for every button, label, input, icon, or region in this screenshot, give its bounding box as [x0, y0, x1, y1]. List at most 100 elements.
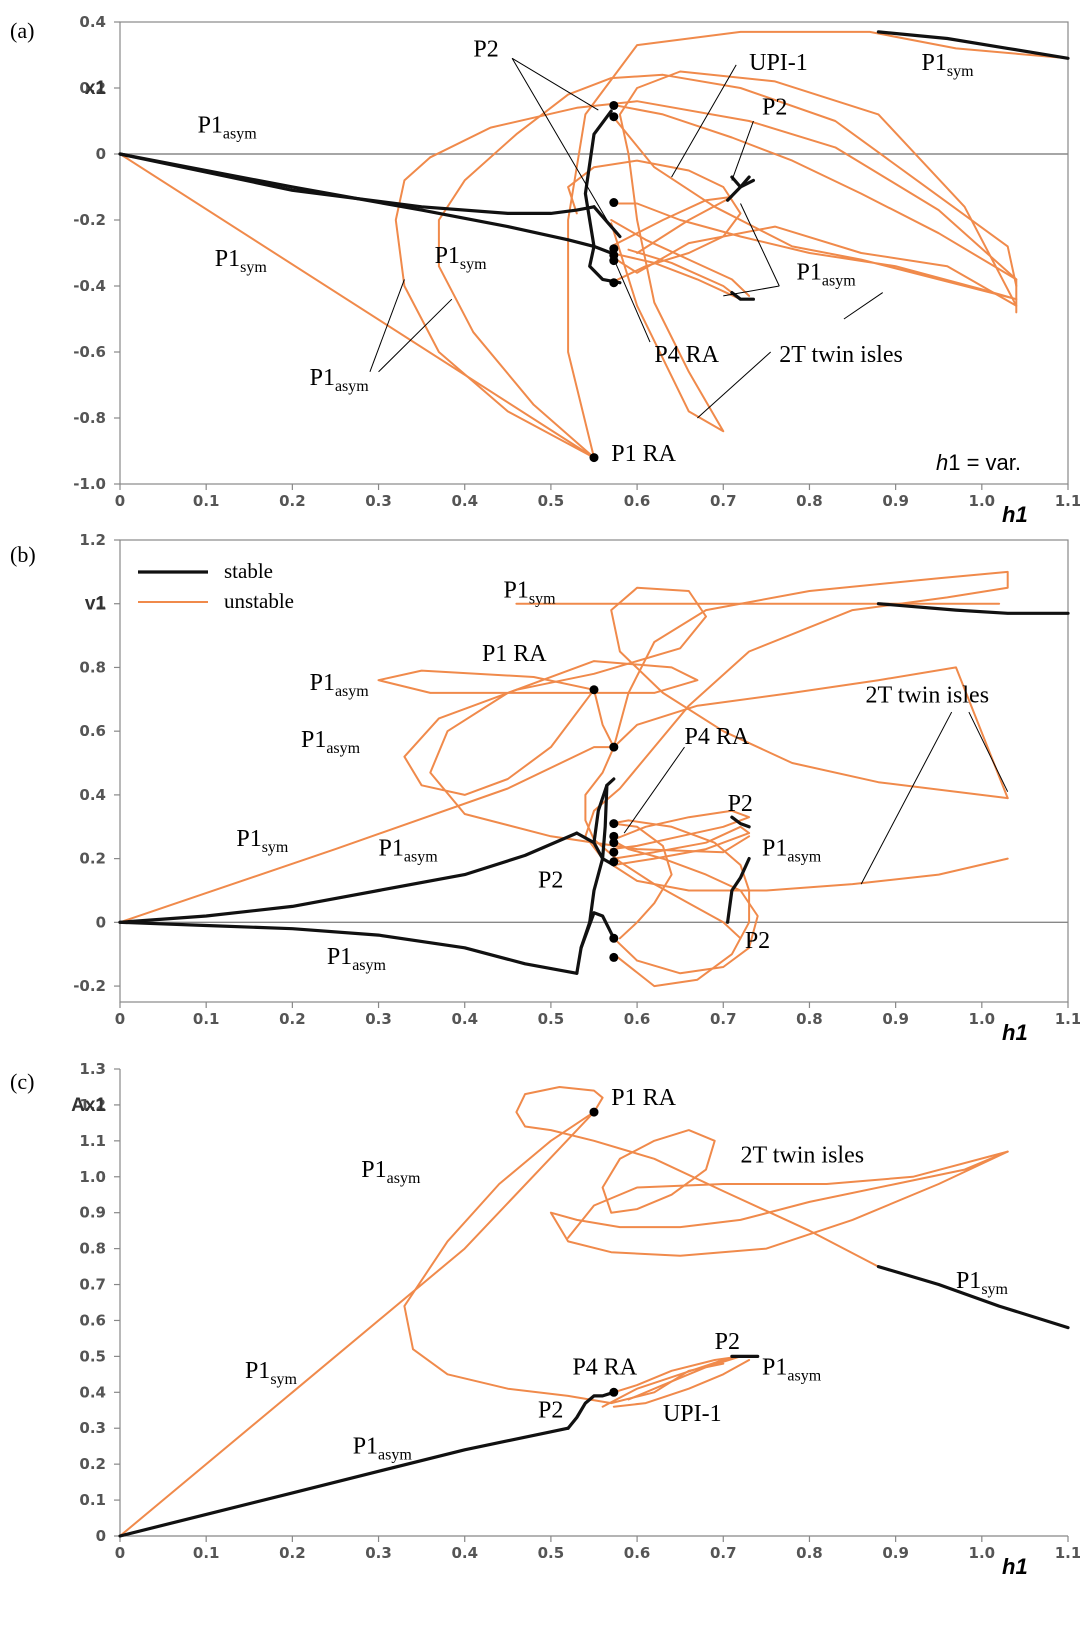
unstable-branch-line: [610, 819, 751, 988]
unstable-branch-line: [403, 1111, 725, 1405]
x-tick-label: 0.6: [624, 1544, 651, 1562]
chart-panel-1: (a) 0 0.1 0.2 0.3 0.4 0.5 0.6 0.7 0.8 0.9 1.0 1.1 0.4…: [10, 13, 1080, 527]
unstable-branch-line: [584, 570, 1009, 892]
bifurcation-point: [609, 933, 619, 943]
unstable-branch-line: [394, 156, 595, 459]
unstable-branch-line: [612, 1355, 742, 1394]
unstable-branch-line: [610, 838, 759, 975]
unstable-branch-line: [567, 159, 742, 284]
branch-label: P4 RA: [572, 1354, 637, 1380]
bifurcation-point: [609, 198, 619, 208]
bifurcation-point: [609, 831, 619, 841]
x-tick-label: 1.1: [1055, 1544, 1080, 1562]
x-tick-label: 0.4: [451, 1010, 478, 1028]
stable-branch-line: [730, 815, 751, 829]
bifurcation-point: [609, 244, 619, 254]
annotation-leader: [511, 58, 608, 221]
bifurcation-point: [609, 1387, 619, 1397]
unstable-branch-line: [119, 746, 615, 924]
branch-label: P1asym: [327, 944, 387, 974]
x-tick-label: 0.9: [882, 1010, 909, 1028]
bifurcation-point: [589, 453, 599, 463]
stable-branch-line: [876, 1264, 1070, 1330]
panel-tag: (b): [10, 542, 36, 567]
branch-label: P2: [538, 867, 563, 893]
unstable-branch-line: [612, 1359, 751, 1408]
y-tick-label: 0.4: [79, 13, 106, 31]
y-tick-label: 1.0: [79, 1168, 106, 1186]
y-tick-label: 0.6: [79, 722, 106, 740]
x-tick-label: 0.2: [279, 1544, 306, 1562]
y-tick-label: 0.1: [79, 1491, 106, 1509]
branch-label: P1sym: [215, 246, 268, 276]
stable-branch-line: [876, 30, 1070, 60]
branch-label: P1 RA: [482, 641, 547, 667]
branch-label: P4 RA: [684, 724, 749, 750]
stable-branch-line: [592, 777, 616, 845]
y-tick-label: 0.2: [79, 79, 106, 97]
y-tick-label: 1.3: [79, 1060, 106, 1078]
annotation-leader: [369, 279, 405, 372]
y-tick-label: 0.2: [79, 1455, 106, 1473]
x-tick-label: 0.1: [193, 1010, 220, 1028]
x-tick-label: 0.9: [882, 1544, 909, 1562]
stable-branch-line: [725, 856, 751, 924]
branch-label: P1 RA: [611, 1085, 676, 1111]
unstable-branch-line: [601, 1129, 716, 1214]
branch-label: P1asym: [198, 113, 258, 143]
unstable-branch-line: [610, 113, 1018, 301]
annotation-leader: [843, 292, 883, 320]
branch-label: P2: [473, 37, 498, 63]
branch-label: P1sym: [236, 826, 289, 856]
bifurcation-point: [609, 952, 619, 962]
unstable-branch-line: [610, 809, 751, 851]
unstable-branch-line: [567, 30, 1069, 459]
x-tick-label: 0.6: [624, 492, 651, 510]
y-tick-label: 1.2: [79, 531, 106, 549]
annotation-leader: [968, 711, 1009, 792]
branch-label: P1 RA: [611, 441, 676, 467]
branch-label: P1asym: [361, 1157, 421, 1187]
x-axis-label: h1: [1002, 502, 1028, 527]
stable-branch-line: [575, 831, 616, 867]
annotation-leader: [623, 746, 685, 834]
y-tick-label: 0.7: [79, 1276, 106, 1294]
bifurcation-point: [609, 819, 619, 829]
y-tick-label: -0.6: [73, 343, 106, 361]
stable-branch-line: [118, 920, 579, 975]
branch-label: P2: [762, 94, 787, 120]
unstable-branch-line: [612, 822, 673, 940]
unstable-branch-line: [610, 219, 751, 297]
bifurcation-point: [609, 100, 619, 110]
branch-label: P1sym: [956, 1268, 1009, 1298]
bifurcation-point: [609, 112, 619, 122]
branch-label: UPI-1: [663, 1401, 722, 1427]
x-axis-label: h1: [1002, 1020, 1028, 1045]
x-tick-label: 0.8: [796, 1010, 823, 1028]
y-tick-label: 0.9: [79, 1204, 106, 1222]
y-tick-label: -0.4: [73, 277, 106, 295]
x-tick-label: 1.1: [1055, 1010, 1080, 1028]
y-tick-label: 0.8: [79, 1240, 106, 1258]
x-tick-label: 1.0: [969, 492, 996, 510]
y-tick-label: -0.2: [73, 977, 106, 995]
unstable-branch-line: [584, 746, 742, 940]
y-axis-label: Ax1: [71, 1095, 106, 1116]
x-tick-label: 0.2: [279, 1010, 306, 1028]
unstable-branch-line: [610, 103, 1018, 281]
panel-tag: (a): [10, 18, 34, 43]
branch-label: P1sym: [245, 1358, 298, 1388]
stable-branch-line: [566, 1390, 616, 1430]
chart-panel-3: (c) 0 0.1 0.2 0.3 0.4 0.5 0.6 0.7 0.8 0.9 1.0 1.1 1.3…: [10, 1060, 1080, 1579]
legend-stable-label: stable: [224, 559, 273, 583]
x-tick-label: 0: [115, 492, 125, 510]
y-tick-label: -0.2: [73, 211, 106, 229]
x-tick-label: 0: [115, 1010, 125, 1028]
unstable-branch-line: [515, 1086, 880, 1268]
x-tick-label: 0.1: [193, 492, 220, 510]
y-tick-label: 0.8: [79, 658, 106, 676]
unstable-branch-line: [567, 1150, 1009, 1239]
stable-branch-line: [730, 291, 756, 301]
unstable-branch-line: [612, 825, 751, 866]
x-tick-label: 0.7: [710, 1010, 737, 1028]
